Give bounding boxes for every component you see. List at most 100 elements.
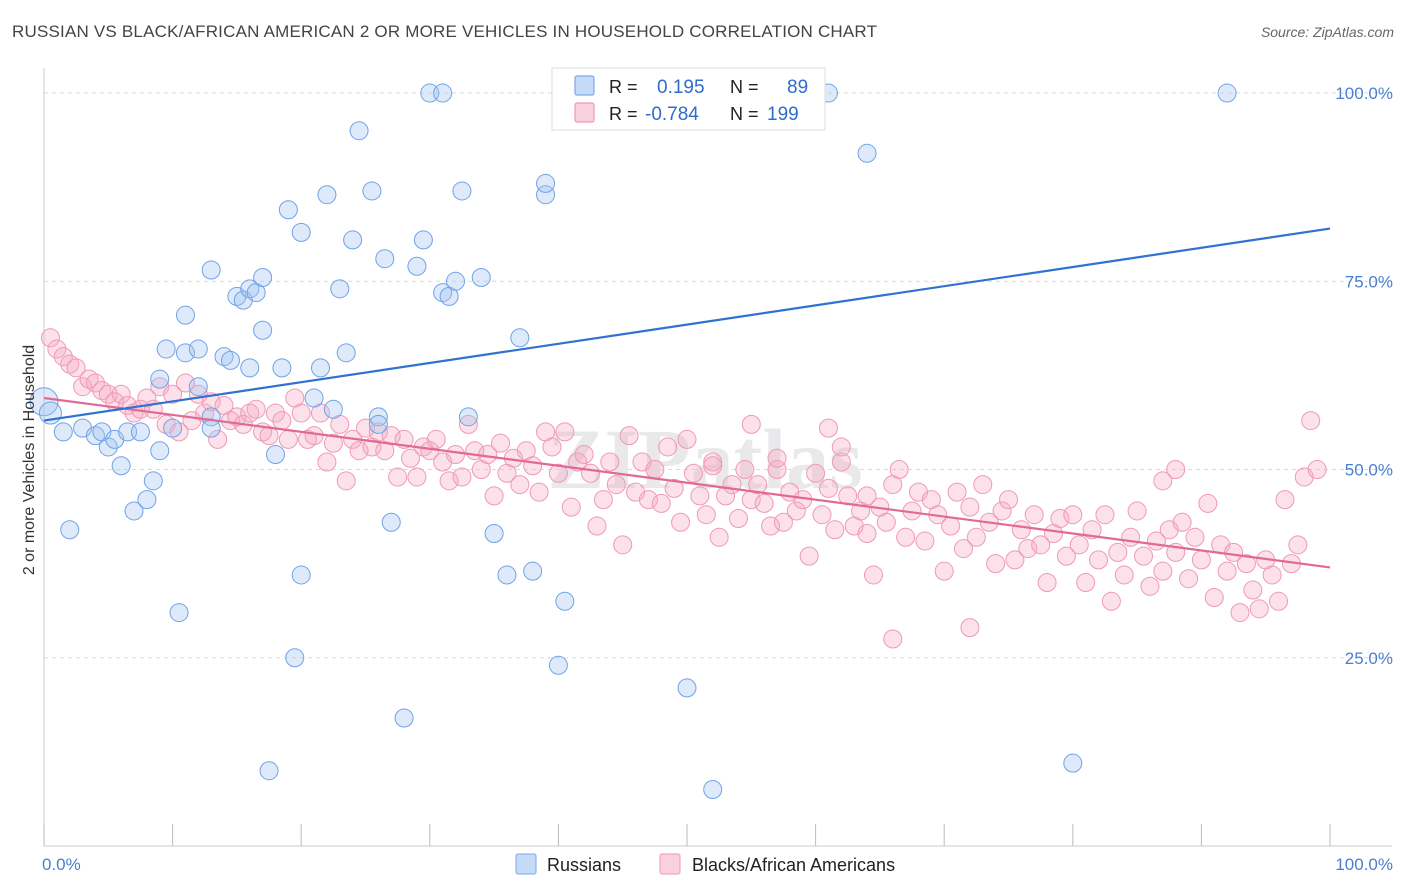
data-point-black: [1166, 460, 1186, 480]
legend-box: R = 0.195 N = 89 R = -0.784 N = 199: [551, 67, 826, 131]
data-point-russians: [433, 283, 453, 303]
data-point-black: [658, 437, 678, 457]
data-point-black: [53, 347, 73, 367]
data-point-black: [1018, 539, 1038, 559]
data-point-russians: [175, 305, 195, 325]
data-point-black: [683, 463, 703, 483]
data-point-russians: [548, 655, 568, 675]
data-point-russians: [285, 648, 305, 668]
data-point-black: [542, 437, 562, 457]
data-point-black: [510, 475, 530, 495]
data-point-black: [818, 418, 838, 438]
data-point-russians: [1063, 753, 1083, 773]
data-point-black: [638, 490, 658, 510]
data-point-russians: [38, 401, 62, 425]
data-point-black: [1153, 471, 1173, 491]
data-point-black: [806, 463, 826, 483]
data-point-russians: [523, 561, 543, 581]
data-point-black: [1050, 508, 1070, 528]
series-russians: [29, 83, 1237, 800]
data-point-black: [1140, 576, 1160, 596]
legend-r-label: R =: [609, 77, 638, 97]
data-point-black: [523, 456, 543, 476]
data-point-black: [883, 629, 903, 649]
y-tick-label: 75.0%: [1345, 272, 1393, 291]
data-point-black: [1172, 512, 1192, 532]
legend-n-label: N =: [730, 104, 759, 124]
data-point-black: [1243, 580, 1263, 600]
data-point-black: [1301, 411, 1321, 431]
data-point-russians: [214, 347, 234, 367]
data-point-russians: [317, 185, 337, 205]
source-label: Source: ZipAtlas.com: [1260, 24, 1394, 40]
data-point-russians: [433, 83, 453, 103]
data-point-russians: [201, 260, 221, 280]
data-point-black: [1082, 520, 1102, 540]
data-point-black: [1262, 565, 1282, 585]
data-point-black: [606, 475, 626, 495]
data-point-russians: [452, 181, 472, 201]
data-point-black: [651, 493, 671, 513]
data-point-black: [548, 463, 568, 483]
data-point-black: [767, 448, 787, 468]
data-point-black: [690, 486, 710, 506]
data-point-black: [812, 505, 832, 525]
legend-n-value: 89: [787, 77, 808, 98]
data-point-russians: [857, 143, 877, 163]
data-point-black: [619, 426, 639, 446]
data-point-black: [709, 527, 729, 547]
legend-swatch-black: [574, 102, 595, 123]
data-point-black: [754, 493, 774, 513]
data-point-black: [491, 433, 511, 453]
data-point-black: [1095, 505, 1115, 525]
data-point-russians: [240, 279, 260, 299]
data-point-russians: [510, 328, 530, 348]
data-point-black: [1024, 505, 1044, 525]
bottom-legend-swatch-russians: [515, 853, 537, 875]
data-point-black: [671, 512, 691, 532]
data-point-black: [208, 429, 228, 449]
data-point-black: [863, 565, 883, 585]
y-axis-label: 2 or more Vehicles in Household: [21, 345, 38, 575]
data-point-black: [799, 546, 819, 566]
data-point-russians: [1217, 83, 1237, 103]
data-point-russians: [29, 387, 59, 417]
data-point-black: [1275, 490, 1295, 510]
data-point-black: [317, 452, 337, 472]
data-point-black: [677, 429, 697, 449]
data-point-black: [664, 478, 684, 498]
data-point-russians: [124, 501, 144, 521]
data-point-black: [857, 486, 877, 506]
data-point-black: [388, 467, 408, 487]
data-point-russians: [310, 358, 330, 378]
data-point-black: [426, 429, 446, 449]
data-point-russians: [175, 343, 195, 363]
data-point-black: [458, 414, 478, 434]
data-point-russians: [150, 441, 170, 461]
data-point-black: [349, 441, 369, 461]
data-point-black: [999, 490, 1018, 510]
data-point-russians: [137, 490, 157, 510]
data-point-russians: [130, 422, 150, 442]
legend-r-value: -0.784: [645, 104, 699, 125]
data-point-russians: [407, 256, 427, 276]
data-point-black: [1005, 550, 1025, 570]
data-point-black: [446, 444, 466, 464]
data-point-russians: [536, 173, 556, 193]
data-point-black: [1114, 565, 1134, 585]
data-point-black: [298, 429, 318, 449]
data-point-black: [896, 527, 916, 547]
data-point-russians: [349, 121, 369, 141]
data-point-russians: [323, 399, 343, 419]
data-point-russians: [362, 181, 382, 201]
trend-line-russians: [43, 227, 1331, 422]
data-point-black: [272, 411, 292, 431]
legend-n-label: N =: [730, 77, 759, 97]
x-tick-label: 0.0%: [42, 855, 81, 874]
tick-labels: 25.0% 50.0% 75.0% 100.0% 0.0% 100.0%: [42, 84, 1393, 874]
data-point-black: [574, 444, 594, 464]
data-point-black: [336, 471, 356, 491]
data-point-black: [323, 433, 343, 453]
data-point-black: [1153, 561, 1173, 581]
